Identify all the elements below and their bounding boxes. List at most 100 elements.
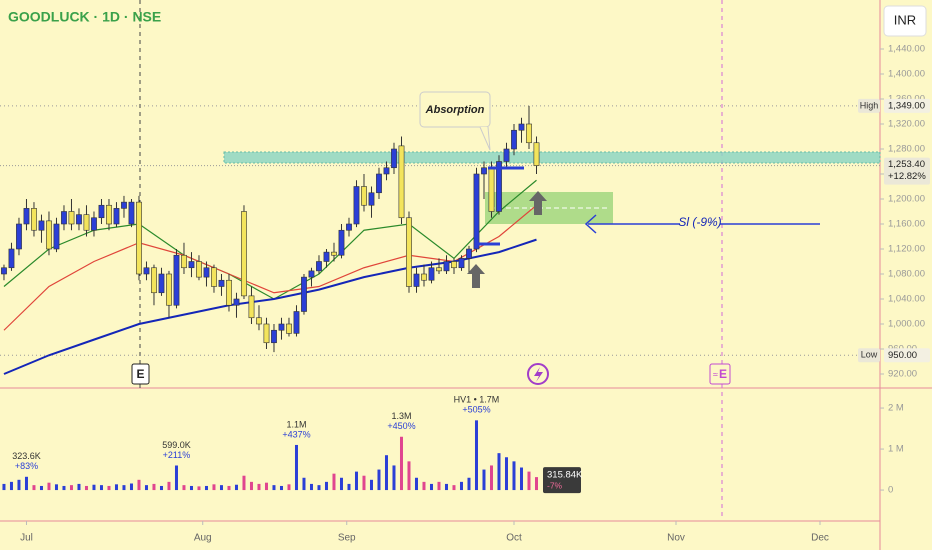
volume-bar <box>24 476 28 491</box>
candle-body <box>151 267 157 294</box>
dividend-icon <box>527 363 549 385</box>
candle-body <box>443 261 450 272</box>
earnings-label: E <box>719 367 727 381</box>
candle-body <box>113 208 120 225</box>
volume-bar <box>212 484 216 491</box>
earnings-icon <box>131 363 150 385</box>
candle-body <box>436 267 442 272</box>
volume-bar <box>2 483 6 491</box>
volume-bar <box>189 485 193 491</box>
candle-body <box>218 279 225 287</box>
volume-bar <box>414 477 418 491</box>
candle-body <box>421 273 427 281</box>
volume-bar <box>152 483 156 491</box>
volume-label: 323.6K <box>12 451 41 461</box>
candle-body <box>211 267 217 287</box>
y-tick-label: 1,200.00 <box>888 194 925 205</box>
candle-body <box>361 186 367 206</box>
candle-body <box>173 254 180 306</box>
x-tick-label: Dec <box>811 533 829 544</box>
candle-body <box>16 223 22 250</box>
volume-bar <box>482 469 486 491</box>
tag-value: 1,253.40 <box>888 159 925 170</box>
x-tick-label: Oct <box>506 533 522 544</box>
candle-body <box>263 323 270 344</box>
y-tick-label: 2 M <box>888 403 904 414</box>
candle-body <box>301 276 307 312</box>
volume-bar <box>332 473 336 491</box>
volume-bar <box>369 479 373 491</box>
volume-bar <box>159 485 163 491</box>
volume-bar <box>519 467 523 491</box>
volume-bar <box>137 479 141 491</box>
volume-change: +505% <box>462 405 490 415</box>
y-tick-label: 1,160.00 <box>888 219 925 230</box>
volume-tag <box>543 467 581 494</box>
y-tick-label: 1,320.00 <box>888 119 925 130</box>
volume-bar <box>534 477 538 491</box>
candle-body <box>68 211 75 225</box>
candle-body <box>413 273 420 287</box>
candle-body <box>383 167 390 175</box>
candle-body <box>406 217 412 287</box>
chart-title: GOODLUCK · 1D · NSE <box>8 9 161 25</box>
earnings-label: E <box>136 367 144 381</box>
candle-body <box>286 323 292 334</box>
candle-body <box>61 211 67 225</box>
candle-body <box>23 208 30 225</box>
tag-label: Low <box>861 350 878 360</box>
volume-bar <box>219 485 223 491</box>
volume-bar <box>362 475 366 491</box>
candle-body <box>1 267 7 275</box>
candle-body <box>53 223 60 250</box>
volume-bar <box>354 471 358 491</box>
callout-pointer <box>479 126 491 151</box>
tag-bg <box>884 157 930 185</box>
candle-body <box>143 267 150 275</box>
x-tick-label: Sep <box>338 533 356 544</box>
volume-bar <box>302 477 306 491</box>
candle-body <box>188 261 195 269</box>
volume-bar <box>339 477 343 491</box>
volume-bar <box>174 465 178 491</box>
candle-body <box>473 173 480 250</box>
candle-body <box>466 248 472 259</box>
tag-bg <box>884 348 930 363</box>
volume-bar <box>399 436 403 491</box>
candle-body <box>346 223 352 231</box>
volume-change: +211% <box>163 450 191 460</box>
volume-bar <box>242 475 246 491</box>
volume-bar <box>54 484 58 491</box>
tag-label: High <box>860 100 879 110</box>
volume-bar <box>32 485 36 491</box>
candle-body <box>293 311 300 334</box>
volume-bar <box>324 481 328 491</box>
y-tick-label: 1,440.00 <box>888 44 925 55</box>
currency-box[interactable] <box>883 5 927 37</box>
volume-bar <box>9 481 13 491</box>
candle-body <box>91 217 97 231</box>
volume-bar <box>467 477 471 491</box>
volume-bar <box>227 485 231 491</box>
candle-body <box>256 317 262 325</box>
volume-bar <box>129 483 133 491</box>
volume-bar <box>182 485 186 491</box>
volume-bar <box>234 484 238 491</box>
volume-bar <box>377 469 381 491</box>
volume-bar <box>272 485 276 491</box>
volume-bar <box>167 481 171 491</box>
volume-bar <box>264 482 268 491</box>
candle-body <box>46 220 52 250</box>
volume-bar <box>474 420 478 491</box>
volume-change: +450% <box>387 421 415 431</box>
label-bg <box>680 214 720 232</box>
candle-body <box>451 261 457 269</box>
candle-body <box>248 295 255 319</box>
volume-bar <box>114 484 118 491</box>
approx-sign: ≈ <box>713 369 718 379</box>
currency[interactable]: INR <box>894 12 916 27</box>
volume-bar <box>84 485 88 491</box>
candle-body <box>121 201 127 209</box>
volume-label: 1.3M <box>391 411 411 421</box>
